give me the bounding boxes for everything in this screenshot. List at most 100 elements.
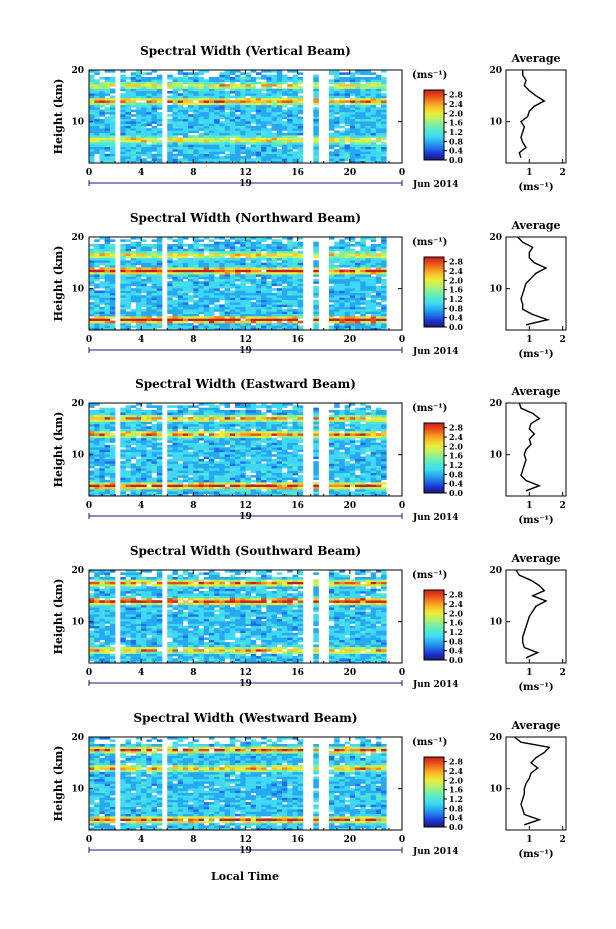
heatmap-cell — [89, 479, 95, 483]
heatmap-cell — [89, 160, 95, 164]
heatmap-cell — [297, 125, 304, 129]
heatmap-cell — [313, 323, 319, 326]
heatmap-cell — [141, 271, 147, 275]
heatmap-cell — [214, 451, 220, 455]
heatmap-cell — [151, 491, 158, 494]
heatmap-cell — [339, 264, 345, 268]
heatmap-cell — [135, 262, 142, 266]
heatmap-cell — [193, 246, 199, 249]
heatmap-cell — [344, 116, 351, 120]
heatmap-cell — [151, 88, 158, 92]
heatmap-cell — [224, 107, 231, 110]
heatmap-cell — [125, 414, 132, 418]
heatmap-cell — [177, 288, 184, 291]
heatmap-cell — [261, 86, 267, 89]
heatmap-cell — [240, 491, 246, 494]
heatmap-cell — [135, 416, 142, 420]
heatmap-cell — [261, 107, 267, 110]
heatmap-cell — [120, 323, 126, 326]
heatmap-cell — [94, 472, 100, 476]
heatmap-cell — [99, 442, 105, 446]
heatmap-cell — [151, 313, 158, 317]
average-y-tick-label: 10 — [489, 285, 502, 295]
heatmap-cell — [214, 81, 220, 85]
heatmap-cell — [224, 160, 231, 164]
heatmap-cell — [292, 139, 298, 143]
heatmap-cell — [135, 297, 142, 301]
heatmap-cell — [282, 257, 288, 261]
heatmap-cell — [89, 463, 95, 467]
heatmap-cell — [219, 475, 225, 478]
heatmap-cell — [156, 97, 163, 101]
heatmap-cell — [130, 144, 137, 148]
heatmap-cell — [182, 111, 189, 115]
heatmap-cell — [141, 81, 147, 85]
heatmap-cell — [229, 461, 236, 464]
heatmap-cell — [104, 458, 111, 462]
heatmap-cell — [381, 130, 387, 134]
heatmap-cell — [203, 449, 210, 453]
heatmap-cell — [141, 423, 147, 427]
heatmap-cell — [287, 318, 293, 322]
heatmap-cell — [235, 412, 241, 415]
heatmap-cell — [334, 70, 340, 73]
heatmap-cell — [255, 260, 262, 263]
heatmap-cell — [235, 271, 241, 275]
heatmap-cell — [151, 109, 158, 113]
heatmap-cell — [287, 116, 293, 120]
heatmap-cell — [250, 248, 257, 252]
heatmap-cell — [360, 323, 366, 326]
heatmap-cell — [146, 130, 152, 134]
heatmap-cell — [266, 320, 272, 324]
heatmap-cell — [120, 149, 126, 152]
heatmap-cell — [375, 255, 382, 259]
heatmap-cell — [276, 274, 283, 277]
heatmap-cell — [193, 306, 199, 310]
heatmap-cell — [182, 137, 189, 141]
heatmap-cell — [94, 83, 100, 87]
heatmap-cell — [89, 405, 95, 408]
heatmap-cell — [141, 416, 147, 420]
heatmap-cell — [156, 416, 163, 420]
heatmap-cell — [287, 243, 293, 247]
heatmap-cell — [146, 426, 152, 429]
heatmap-cell — [198, 297, 205, 301]
heatmap-cell — [120, 493, 126, 497]
heatmap-cell — [167, 470, 173, 474]
heatmap-cell — [177, 456, 184, 460]
heatmap-cell — [349, 248, 356, 252]
heatmap-cell — [208, 146, 215, 150]
heatmap-cell — [214, 281, 220, 284]
heatmap-cell — [297, 97, 304, 101]
heatmap-cell — [193, 470, 199, 474]
heatmap-cell — [328, 295, 335, 298]
heatmap-cell — [135, 475, 142, 478]
heatmap-cell — [360, 121, 366, 124]
heatmap-cell — [156, 407, 163, 411]
heatmap-cell — [193, 257, 199, 261]
heatmap-cell — [109, 130, 116, 134]
heatmap-cell — [203, 146, 210, 150]
heatmap-cell — [365, 288, 371, 291]
heatmap-cell — [297, 316, 304, 319]
heatmap-cell — [135, 470, 142, 474]
heatmap-cell — [203, 109, 210, 113]
heatmap-cell — [188, 158, 194, 161]
heatmap-cell — [89, 281, 95, 284]
heatmap-cell — [287, 156, 293, 159]
heatmap-cell — [130, 430, 137, 434]
heatmap-cell — [172, 239, 178, 242]
heatmap-cell — [146, 107, 152, 110]
heatmap-cell — [229, 414, 236, 418]
heatmap-cell — [339, 274, 345, 277]
heatmap-cell — [245, 407, 252, 411]
heatmap-cell — [224, 288, 231, 291]
heatmap-cell — [94, 146, 100, 150]
heatmap-cell — [255, 156, 262, 159]
heatmap-cell — [104, 149, 111, 152]
heatmap-cell — [266, 137, 272, 141]
heatmap-cell — [250, 95, 257, 99]
heatmap-cell — [292, 304, 298, 308]
heatmap-cell — [266, 76, 272, 80]
heatmap-cell — [172, 156, 178, 159]
